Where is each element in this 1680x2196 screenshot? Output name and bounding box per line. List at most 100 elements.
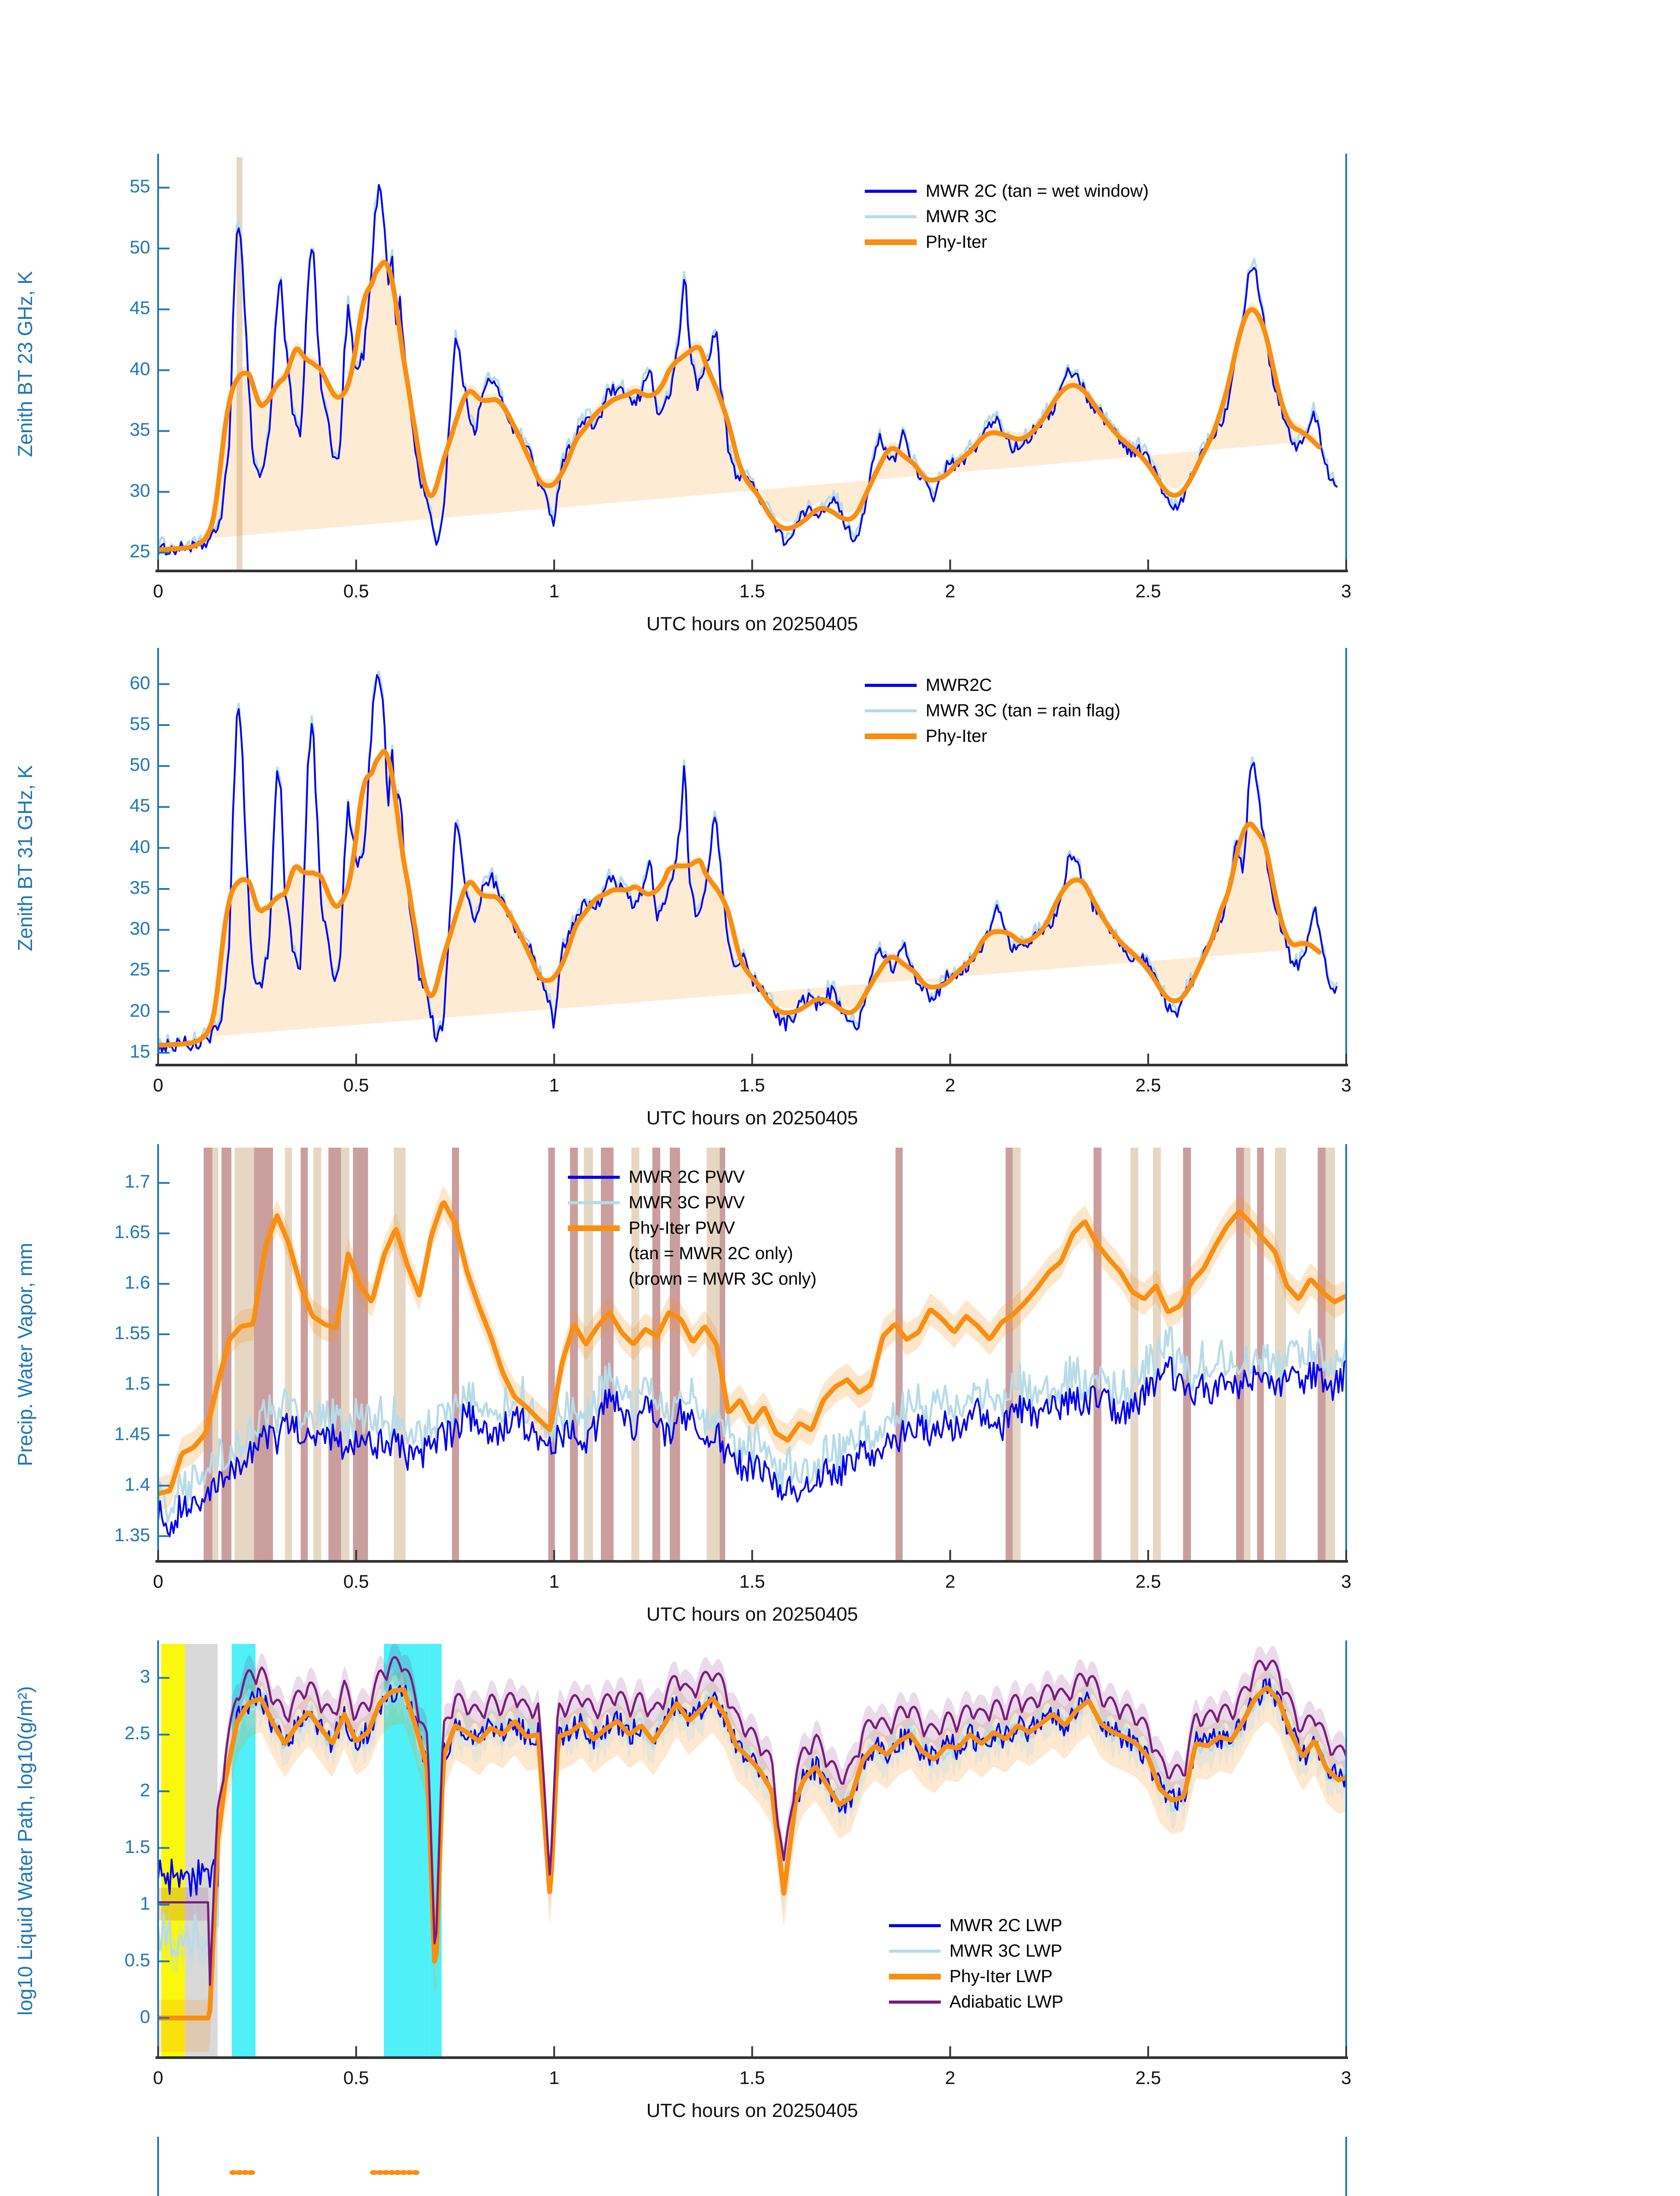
x-tick-label: 2.5 bbox=[1135, 581, 1161, 601]
y-tick-label: 0 bbox=[140, 2006, 150, 2027]
shaded-band bbox=[1005, 1148, 1013, 1561]
x-tick-label: 2.5 bbox=[1135, 2067, 1161, 2088]
shaded-band bbox=[212, 1148, 219, 1561]
shaded-band bbox=[1093, 1148, 1102, 1561]
legend-entry[interactable]: MWR 3C bbox=[865, 204, 1149, 229]
legend-label: MWR 2C (tan = wet window) bbox=[925, 181, 1149, 201]
shaded-band bbox=[584, 1148, 593, 1561]
data-series-line bbox=[158, 1356, 1346, 1538]
y-tick-label: 1.5 bbox=[124, 1836, 150, 1857]
x-tick-label: 2 bbox=[945, 2067, 955, 2088]
legend-entry[interactable]: MWR 2C PWV bbox=[568, 1164, 817, 1190]
uncertainty-band bbox=[158, 1644, 1346, 2003]
y-tick-label: 1.7 bbox=[124, 1171, 150, 1192]
y-tick-label: 50 bbox=[130, 236, 150, 257]
shaded-band bbox=[1012, 1148, 1021, 1561]
legend-note: (tan = MWR 2C only) bbox=[568, 1241, 817, 1266]
data-series-line bbox=[158, 1326, 1346, 1523]
x-tick-label: 0 bbox=[153, 1075, 163, 1095]
plot-area-5 bbox=[157, 2137, 1347, 2196]
legend-label: MWR2C bbox=[925, 675, 992, 695]
legend-swatch-line bbox=[865, 733, 917, 739]
chart-panel-1: 25 30 35 40 45 50 55 0 0.5 1 1.5 2 2.5 3 UTC hours on … bbox=[0, 110, 1680, 635]
y-axis-label: MWR Phy Iter DQ Flag bbox=[13, 2140, 37, 2196]
chart-panel-3: 1.35 1.4 1.45 1.5 1.55 1.6 1.65 1.7 0 0.5 1 1.5 2 2.5… bbox=[0, 1100, 1680, 1625]
y-tick-label: 2 bbox=[140, 1779, 150, 1800]
legend-entry[interactable]: Phy-Iter bbox=[865, 723, 1120, 749]
dq-flag-point bbox=[247, 2170, 255, 2175]
legend-entry[interactable]: MWR 2C (tan = wet window) bbox=[865, 178, 1149, 204]
shaded-band bbox=[383, 1644, 429, 2058]
x-tick-label: 1.5 bbox=[739, 581, 765, 601]
y-tick-label: 20 bbox=[130, 1000, 150, 1021]
y-tick-label: 10 bbox=[40, 2193, 150, 2196]
shaded-band bbox=[235, 1148, 254, 1561]
plot-area-2 bbox=[155, 648, 1348, 1066]
legend-swatch-line bbox=[889, 1924, 941, 1927]
legend-entry[interactable]: MWR 3C (tan = rain flag) bbox=[865, 698, 1120, 723]
legend-entry[interactable]: MWR 2C LWP bbox=[889, 1913, 1063, 1938]
shaded-band bbox=[570, 1148, 578, 1561]
legend-entry[interactable]: Phy-Iter LWP bbox=[889, 1964, 1063, 1989]
legend-swatch-line bbox=[889, 2000, 941, 2004]
shaded-band bbox=[203, 1148, 213, 1561]
legend-swatch-line bbox=[568, 1225, 620, 1231]
legend-swatch-line bbox=[889, 1949, 941, 1953]
dq-flag-point bbox=[405, 2170, 414, 2175]
shaded-band bbox=[1326, 1148, 1335, 1561]
data-series-line bbox=[158, 749, 1322, 1048]
y-axis-label: Zenith BT 23 GHz, K bbox=[14, 271, 36, 457]
shaded-band bbox=[236, 157, 243, 571]
x-tick-label: 1 bbox=[549, 2067, 560, 2088]
legend-swatch-line bbox=[889, 1973, 941, 1979]
x-axis-label: UTC hours on 20250405 bbox=[646, 613, 858, 635]
legend-swatch-line bbox=[568, 1175, 620, 1179]
dq-flag-point bbox=[235, 2170, 243, 2175]
legend-entry[interactable]: Phy-Iter bbox=[865, 229, 1149, 255]
legend-note: (brown = MWR 3C only) bbox=[568, 1266, 817, 1292]
legend-label: Adiabatic LWP bbox=[949, 1992, 1063, 2012]
plot-area-4 bbox=[155, 1640, 1348, 2059]
dq-flag-point bbox=[370, 2170, 378, 2175]
x-tick-label: 0 bbox=[153, 581, 163, 601]
y-tick-label: 0.5 bbox=[124, 1949, 150, 1970]
shaded-band bbox=[601, 1148, 614, 1561]
y-tick-label: 1.6 bbox=[124, 1272, 150, 1293]
shaded-band bbox=[254, 1148, 273, 1561]
legend-entry[interactable]: MWR2C bbox=[865, 672, 1120, 698]
legend-label: MWR 2C PWV bbox=[629, 1167, 745, 1187]
x-tick-label: 3 bbox=[1341, 581, 1351, 601]
x-tick-label: 1.5 bbox=[739, 2067, 765, 2088]
dq-flag-point bbox=[400, 2170, 408, 2175]
shaded-band bbox=[285, 1148, 292, 1561]
shaded-band bbox=[1257, 1148, 1264, 1561]
y-tick-label: 45 bbox=[130, 297, 150, 318]
legend-swatch-line bbox=[865, 709, 917, 712]
data-series-line bbox=[158, 260, 1322, 553]
x-tick-label: 1 bbox=[549, 581, 560, 601]
legend-label: Phy-Iter LWP bbox=[949, 1967, 1053, 1986]
legend-panel-4: MWR 2C LWP MWR 3C LWP Phy-Iter LWP Adiabati… bbox=[889, 1913, 1063, 2015]
legend-entry[interactable]: MWR 3C LWP bbox=[889, 1938, 1063, 1964]
legend-label: Phy-Iter PWV bbox=[629, 1218, 735, 1238]
x-axis-label: UTC hours on 20250405 bbox=[646, 1604, 858, 1625]
legend-label: Phy-Iter bbox=[925, 726, 987, 746]
y-tick-label: 1 bbox=[140, 1893, 150, 1914]
x-tick-label: 0 bbox=[153, 1571, 163, 1592]
x-tick-label: 2.5 bbox=[1135, 1571, 1161, 1592]
chart-panel-4: 0 0.5 1 1.5 2 2.5 3 0 0.5 1 1.5 2 2.5 3 UTC hours on 2… bbox=[0, 1596, 1680, 2121]
uncertainty-band bbox=[158, 1186, 1346, 1510]
dq-flag-point bbox=[394, 2170, 402, 2175]
x-tick-label: 1 bbox=[549, 1571, 560, 1592]
x-tick-label: 0.5 bbox=[343, 1571, 369, 1592]
y-axis-label: log10 Liquid Water Path, log10(g/m²) bbox=[14, 1686, 36, 2016]
legend-entry[interactable]: Phy-Iter PWV bbox=[568, 1215, 817, 1241]
legend-entry[interactable]: MWR 3C PWV bbox=[568, 1190, 817, 1215]
legend-panel-3: MWR 2C PWV MWR 3C PWV Phy-Iter PWV (tan = M… bbox=[568, 1164, 817, 1292]
y-tick-label: 35 bbox=[130, 877, 150, 898]
shaded-band bbox=[161, 1644, 185, 2058]
legend-entry[interactable]: Adiabatic LWP bbox=[889, 1989, 1063, 2015]
shaded-band bbox=[895, 1148, 903, 1561]
y-tick-label: 35 bbox=[130, 419, 150, 440]
